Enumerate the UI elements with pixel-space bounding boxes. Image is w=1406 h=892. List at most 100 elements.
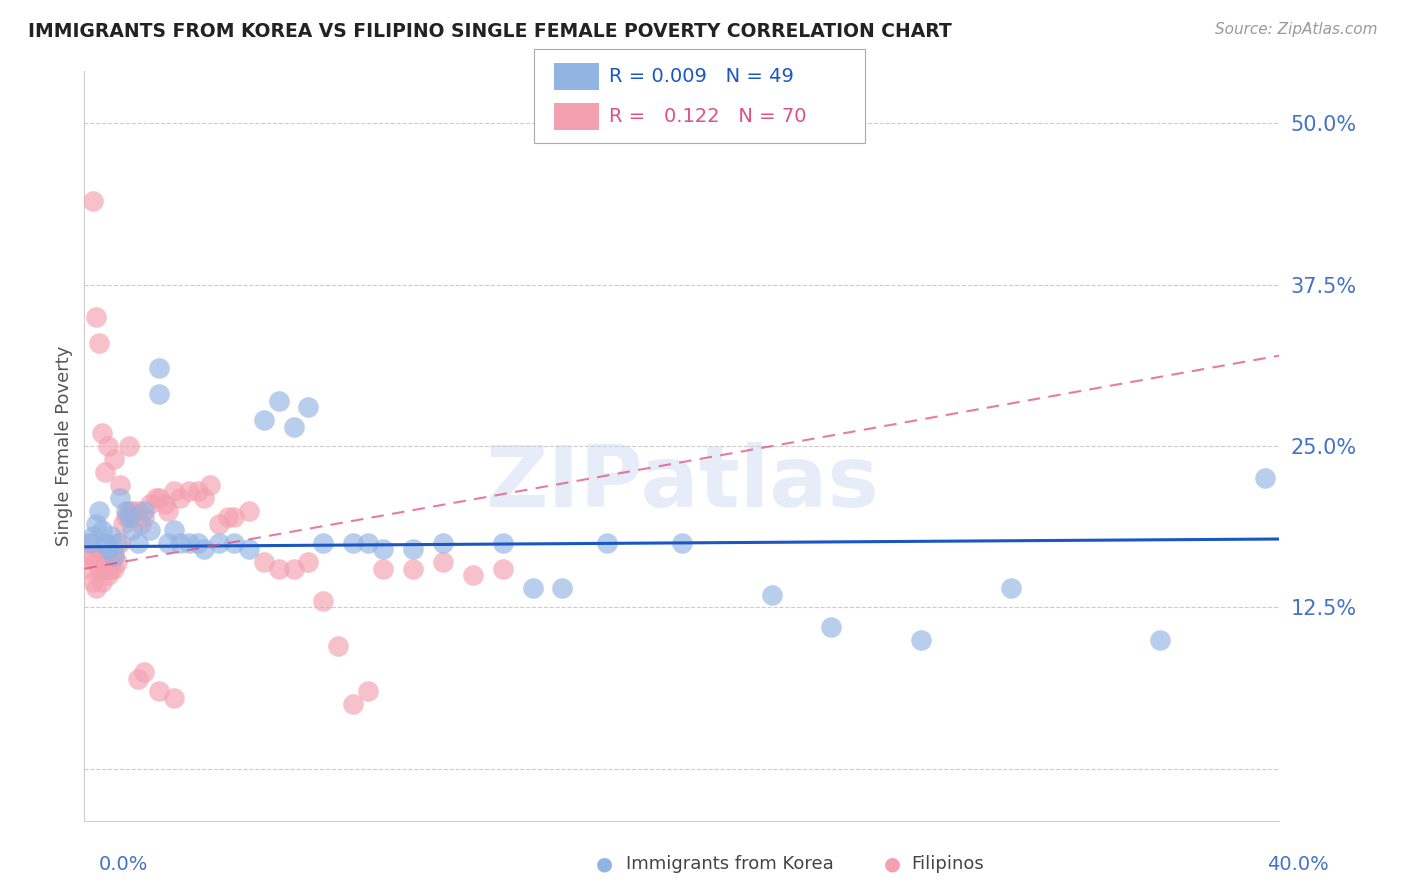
Point [222, 536, 245, 550]
Point [79, 536, 101, 550]
Point [82, 574, 104, 589]
Point [132, 665, 156, 679]
Text: Filipinos: Filipinos [911, 855, 984, 872]
Point [267, 393, 290, 408]
Point [110, 536, 132, 550]
Point [118, 510, 141, 524]
Point [110, 477, 132, 491]
Point [461, 568, 484, 582]
Point [177, 484, 200, 499]
Text: IMMIGRANTS FROM KOREA VS FILIPINO SINGLE FEMALE POVERTY CORRELATION CHART: IMMIGRANTS FROM KOREA VS FILIPINO SINGLE… [28, 22, 952, 41]
Point [357, 684, 380, 698]
Point [121, 503, 143, 517]
Point [124, 510, 146, 524]
Point [103, 562, 125, 576]
Point [79, 562, 101, 576]
Point [94, 465, 117, 479]
Point [115, 503, 138, 517]
Point [1253, 471, 1275, 485]
Point [177, 536, 200, 550]
Point [910, 632, 932, 647]
Point [153, 497, 176, 511]
Point [94, 549, 117, 563]
Point [198, 477, 221, 491]
Point [163, 690, 186, 705]
Point [169, 491, 191, 505]
Point [253, 555, 276, 569]
Point [82, 529, 104, 543]
Point [94, 562, 117, 576]
Text: ●: ● [596, 855, 613, 873]
Point [1000, 581, 1022, 595]
Point [312, 536, 335, 550]
Point [91, 426, 114, 441]
Point [86, 581, 108, 595]
Text: Source: ZipAtlas.com: Source: ZipAtlas.com [1215, 22, 1378, 37]
Point [91, 523, 114, 537]
Point [193, 542, 215, 557]
Point [357, 536, 380, 550]
Point [169, 536, 191, 550]
Point [127, 503, 149, 517]
Point [148, 684, 170, 698]
Point [86, 310, 108, 324]
Point [105, 536, 128, 550]
Point [253, 413, 276, 427]
Point [551, 581, 574, 595]
Point [402, 542, 425, 557]
Point [217, 510, 239, 524]
Point [208, 516, 231, 531]
Point [145, 491, 167, 505]
Point [89, 562, 111, 576]
Point [76, 549, 98, 563]
Point [89, 335, 111, 350]
Point [82, 549, 104, 563]
Point [373, 542, 395, 557]
Point [127, 536, 149, 550]
Point [148, 387, 170, 401]
Point [267, 562, 290, 576]
Point [132, 503, 156, 517]
Text: 0.0%: 0.0% [98, 855, 148, 873]
Point [596, 536, 619, 550]
Point [283, 562, 305, 576]
Point [283, 419, 305, 434]
Point [157, 536, 180, 550]
Point [100, 529, 122, 543]
Text: R =   0.122   N = 70: R = 0.122 N = 70 [609, 107, 806, 127]
Point [115, 510, 138, 524]
Point [121, 523, 143, 537]
Point [312, 594, 335, 608]
Point [208, 536, 231, 550]
Text: Immigrants from Korea: Immigrants from Korea [626, 855, 834, 872]
Point [238, 542, 260, 557]
Point [163, 523, 186, 537]
Point [86, 516, 108, 531]
Point [148, 361, 170, 376]
Point [103, 549, 125, 563]
Point [100, 562, 122, 576]
Point [193, 491, 215, 505]
Point [222, 510, 245, 524]
Point [97, 439, 120, 453]
Point [163, 484, 186, 499]
Point [820, 620, 842, 634]
Point [157, 503, 180, 517]
Point [103, 451, 125, 466]
Point [94, 536, 117, 550]
Point [342, 536, 364, 550]
Point [761, 588, 783, 602]
Point [328, 639, 350, 653]
Point [97, 568, 120, 582]
Point [89, 549, 111, 563]
Point [492, 536, 515, 550]
Point [342, 698, 364, 712]
Text: 40.0%: 40.0% [1267, 855, 1329, 873]
Point [1149, 632, 1171, 647]
Point [91, 549, 114, 563]
Point [238, 503, 260, 517]
Point [79, 536, 101, 550]
Text: ZIPatlas: ZIPatlas [485, 442, 879, 525]
Point [112, 516, 135, 531]
Point [129, 516, 152, 531]
